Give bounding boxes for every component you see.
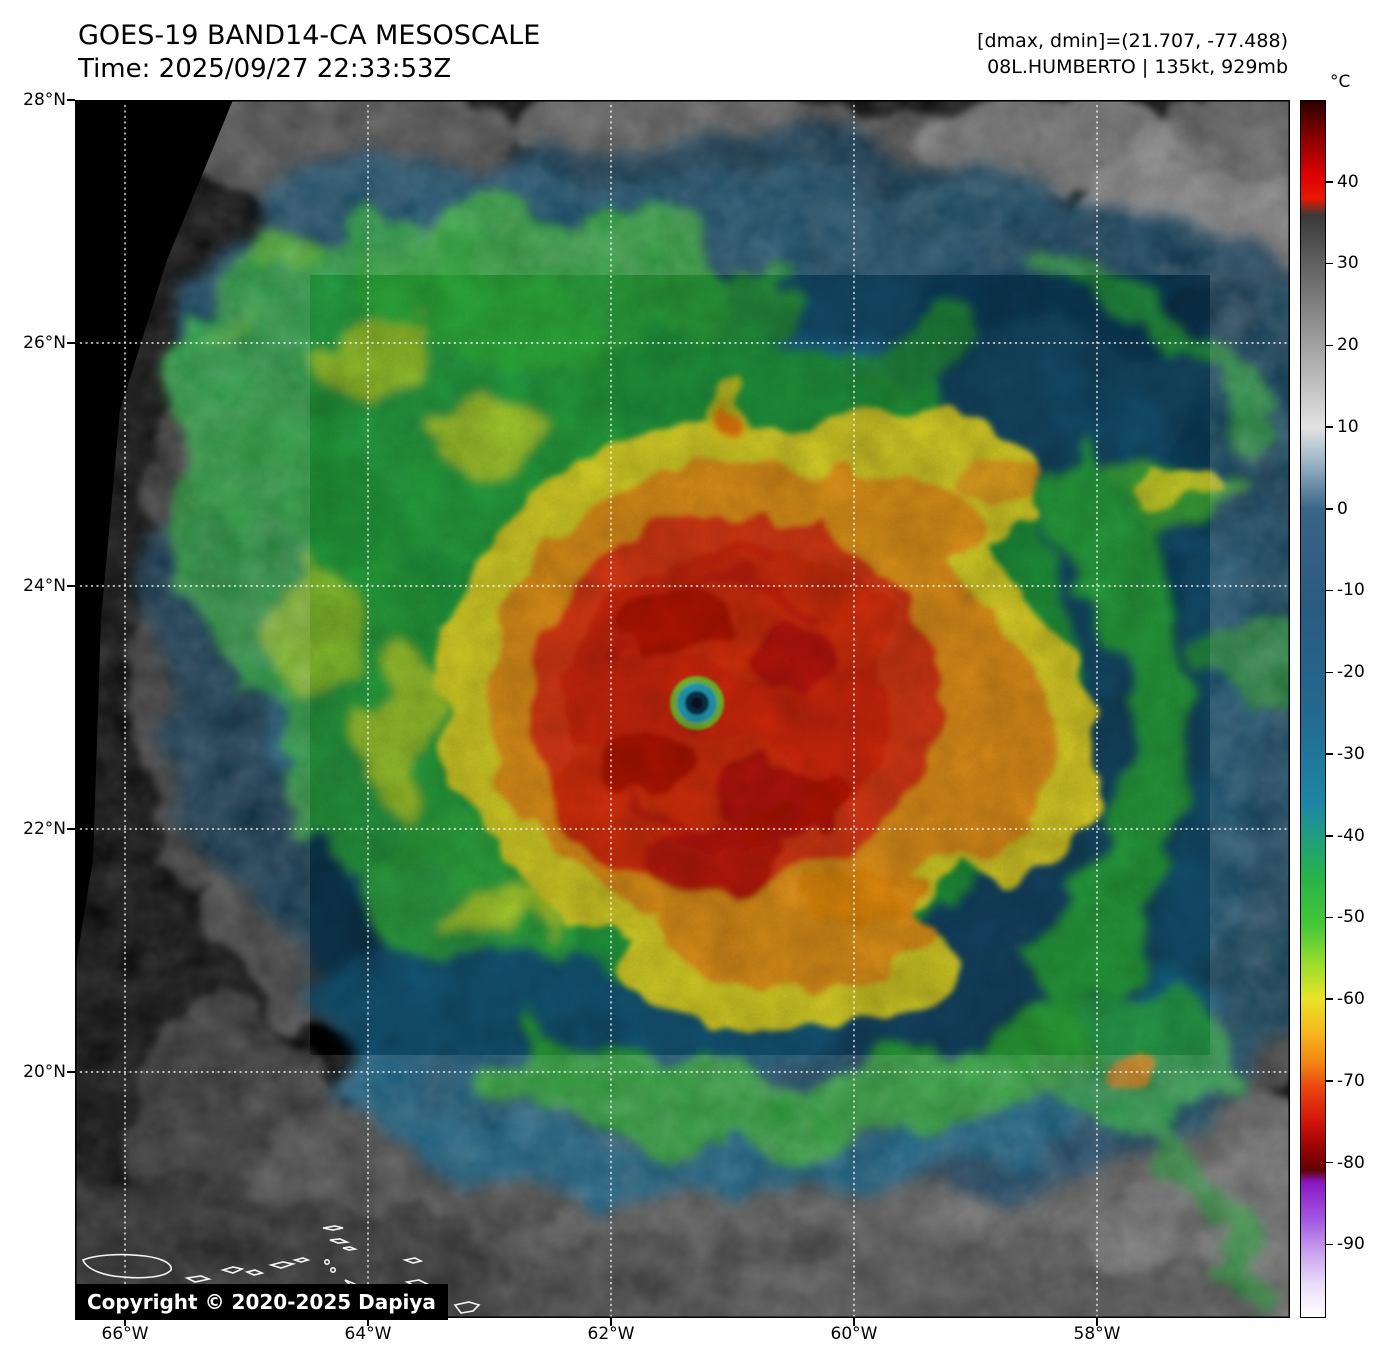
lat-tick-label: 28°N — [23, 90, 66, 110]
lon-tick-label: 60°W — [830, 1324, 878, 1344]
colorbar-unit-label: °C — [1330, 72, 1351, 92]
colorbar-tick-mark — [1326, 426, 1333, 428]
lat-tick-label: 20°N — [23, 1062, 66, 1082]
colorbar-tick-mark — [1326, 835, 1333, 837]
colorbar-tick-label: 30 — [1337, 253, 1359, 274]
colorbar-tick-label: -20 — [1337, 662, 1365, 683]
colorbar-tick-label: -40 — [1337, 825, 1365, 846]
colorbar-tick-mark — [1326, 916, 1333, 919]
header-info-block: [dmax, dmin]=(21.707, -77.488) 08L.HUMBE… — [900, 28, 1288, 80]
colorbar-tick-mark — [1326, 344, 1333, 347]
lat-tick-label: 24°N — [23, 576, 66, 596]
lon-tick-mark — [1096, 1318, 1098, 1326]
lon-tick-label: 62°W — [587, 1324, 635, 1344]
gridlines — [75, 100, 1290, 1318]
lon-tick-label: 58°W — [1073, 1324, 1121, 1344]
colorbar-tick-label: -90 — [1337, 1234, 1365, 1255]
colorbar-tick-mark — [1326, 181, 1333, 183]
lon-tick-mark — [124, 1318, 126, 1326]
colorbar-tick-label: -50 — [1337, 907, 1365, 928]
satellite-map — [75, 100, 1290, 1318]
colorbar-tick-mark — [1326, 508, 1333, 510]
lat-tick-mark — [67, 342, 75, 344]
colorbar-tick-label: -80 — [1337, 1152, 1365, 1173]
colorbar-tick-mark — [1326, 671, 1333, 673]
dmax-dmin-label: [dmax, dmin]=(21.707, -77.488) — [977, 30, 1288, 52]
colorbar-tick-mark — [1326, 998, 1333, 1000]
lon-tick-label: 64°W — [344, 1324, 392, 1344]
storm-info-label: 08L.HUMBERTO | 135kt, 929mb — [987, 56, 1288, 78]
page-title: GOES-19 BAND14-CA MESOSCALE — [78, 20, 541, 51]
lon-tick-label: 66°W — [101, 1324, 149, 1344]
colorbar-tick-mark — [1326, 262, 1333, 265]
colorbar-tick-label: 10 — [1337, 416, 1359, 437]
colorbar-tick-mark — [1326, 1243, 1333, 1246]
lon-tick-mark — [367, 1318, 369, 1326]
copyright-overlay: Copyright © 2020-2025 Dapiya — [75, 1284, 448, 1320]
timestamp-label: Time: 2025/09/27 22:33:53Z — [78, 54, 452, 84]
colorbar-tick-label: -60 — [1337, 989, 1365, 1010]
colorbar-tick-label: 0 — [1337, 498, 1348, 519]
colorbar-tick-mark — [1326, 1161, 1333, 1164]
lat-tick-mark — [67, 828, 75, 830]
colorbar-tick-mark — [1326, 589, 1333, 592]
lat-tick-label: 22°N — [23, 819, 66, 839]
colorbar-tick-label: -10 — [1337, 580, 1365, 601]
scan-edge-region — [75, 100, 233, 970]
lat-tick-label: 26°N — [23, 333, 66, 353]
colorbar-tick-label: 20 — [1337, 335, 1359, 356]
colorbar-tick-mark — [1326, 1080, 1333, 1082]
colorbar-tick-label: -70 — [1337, 1070, 1365, 1091]
colorbar-tick-label: 40 — [1337, 171, 1359, 192]
map-border — [75, 100, 1290, 1318]
satellite-scene — [75, 100, 1290, 1318]
lon-tick-mark — [610, 1318, 612, 1326]
colorbar-tick-mark — [1326, 753, 1333, 755]
lat-tick-mark — [67, 99, 75, 101]
lat-tick-mark — [67, 585, 75, 587]
colorbar-tick-label: -30 — [1337, 743, 1365, 764]
lat-tick-mark — [67, 1071, 75, 1073]
lon-tick-mark — [853, 1318, 855, 1326]
colorbar — [1300, 100, 1326, 1318]
